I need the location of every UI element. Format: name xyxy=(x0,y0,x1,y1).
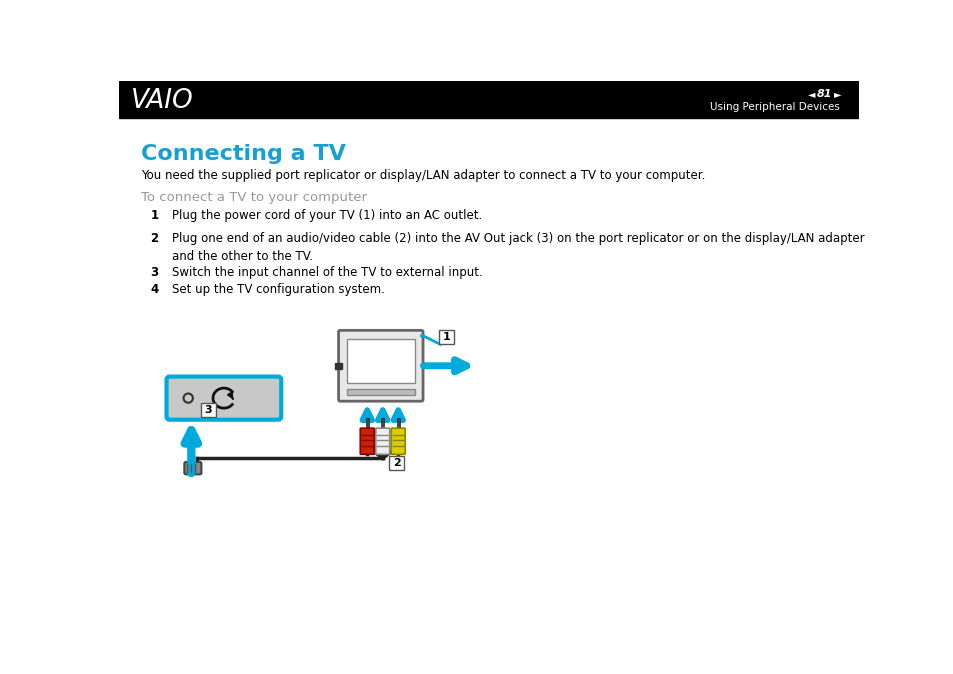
Bar xyxy=(438,330,454,344)
Text: Connecting a TV: Connecting a TV xyxy=(141,144,345,164)
Bar xyxy=(381,418,384,429)
Text: ►: ► xyxy=(833,89,841,99)
FancyBboxPatch shape xyxy=(167,377,281,420)
Text: 81: 81 xyxy=(816,89,831,99)
Bar xyxy=(200,403,216,417)
Text: Plug one end of an audio/video cable (2) into the AV Out jack (3) on the port re: Plug one end of an audio/video cable (2)… xyxy=(172,232,863,263)
Text: 1: 1 xyxy=(150,210,158,222)
Circle shape xyxy=(183,394,193,403)
Text: 2: 2 xyxy=(150,232,158,245)
Bar xyxy=(347,339,415,384)
Bar xyxy=(119,81,858,118)
Text: 2: 2 xyxy=(393,458,400,468)
Text: Set up the TV configuration system.: Set up the TV configuration system. xyxy=(172,283,384,297)
Text: Using Peripheral Devices: Using Peripheral Devices xyxy=(709,102,840,113)
FancyBboxPatch shape xyxy=(360,428,374,454)
Text: Switch the input channel of the TV to external input.: Switch the input channel of the TV to ex… xyxy=(172,266,482,278)
Text: 3: 3 xyxy=(150,266,158,278)
Bar xyxy=(347,389,415,395)
FancyBboxPatch shape xyxy=(391,428,405,454)
Text: ◄: ◄ xyxy=(807,89,815,99)
Bar xyxy=(335,363,341,369)
FancyBboxPatch shape xyxy=(338,330,422,401)
Text: Plug the power cord of your TV (1) into an AC outlet.: Plug the power cord of your TV (1) into … xyxy=(172,210,481,222)
FancyBboxPatch shape xyxy=(184,462,201,474)
Text: 1: 1 xyxy=(442,332,450,342)
Bar xyxy=(389,456,404,470)
Text: VAIO: VAIO xyxy=(131,88,193,114)
Text: You need the supplied port replicator or display/LAN adapter to connect a TV to : You need the supplied port replicator or… xyxy=(141,169,704,183)
Text: 4: 4 xyxy=(150,283,158,297)
Text: To connect a TV to your computer: To connect a TV to your computer xyxy=(141,191,367,204)
Text: 3: 3 xyxy=(204,404,212,415)
Bar xyxy=(396,418,399,429)
Bar xyxy=(365,418,369,429)
FancyBboxPatch shape xyxy=(375,428,390,454)
